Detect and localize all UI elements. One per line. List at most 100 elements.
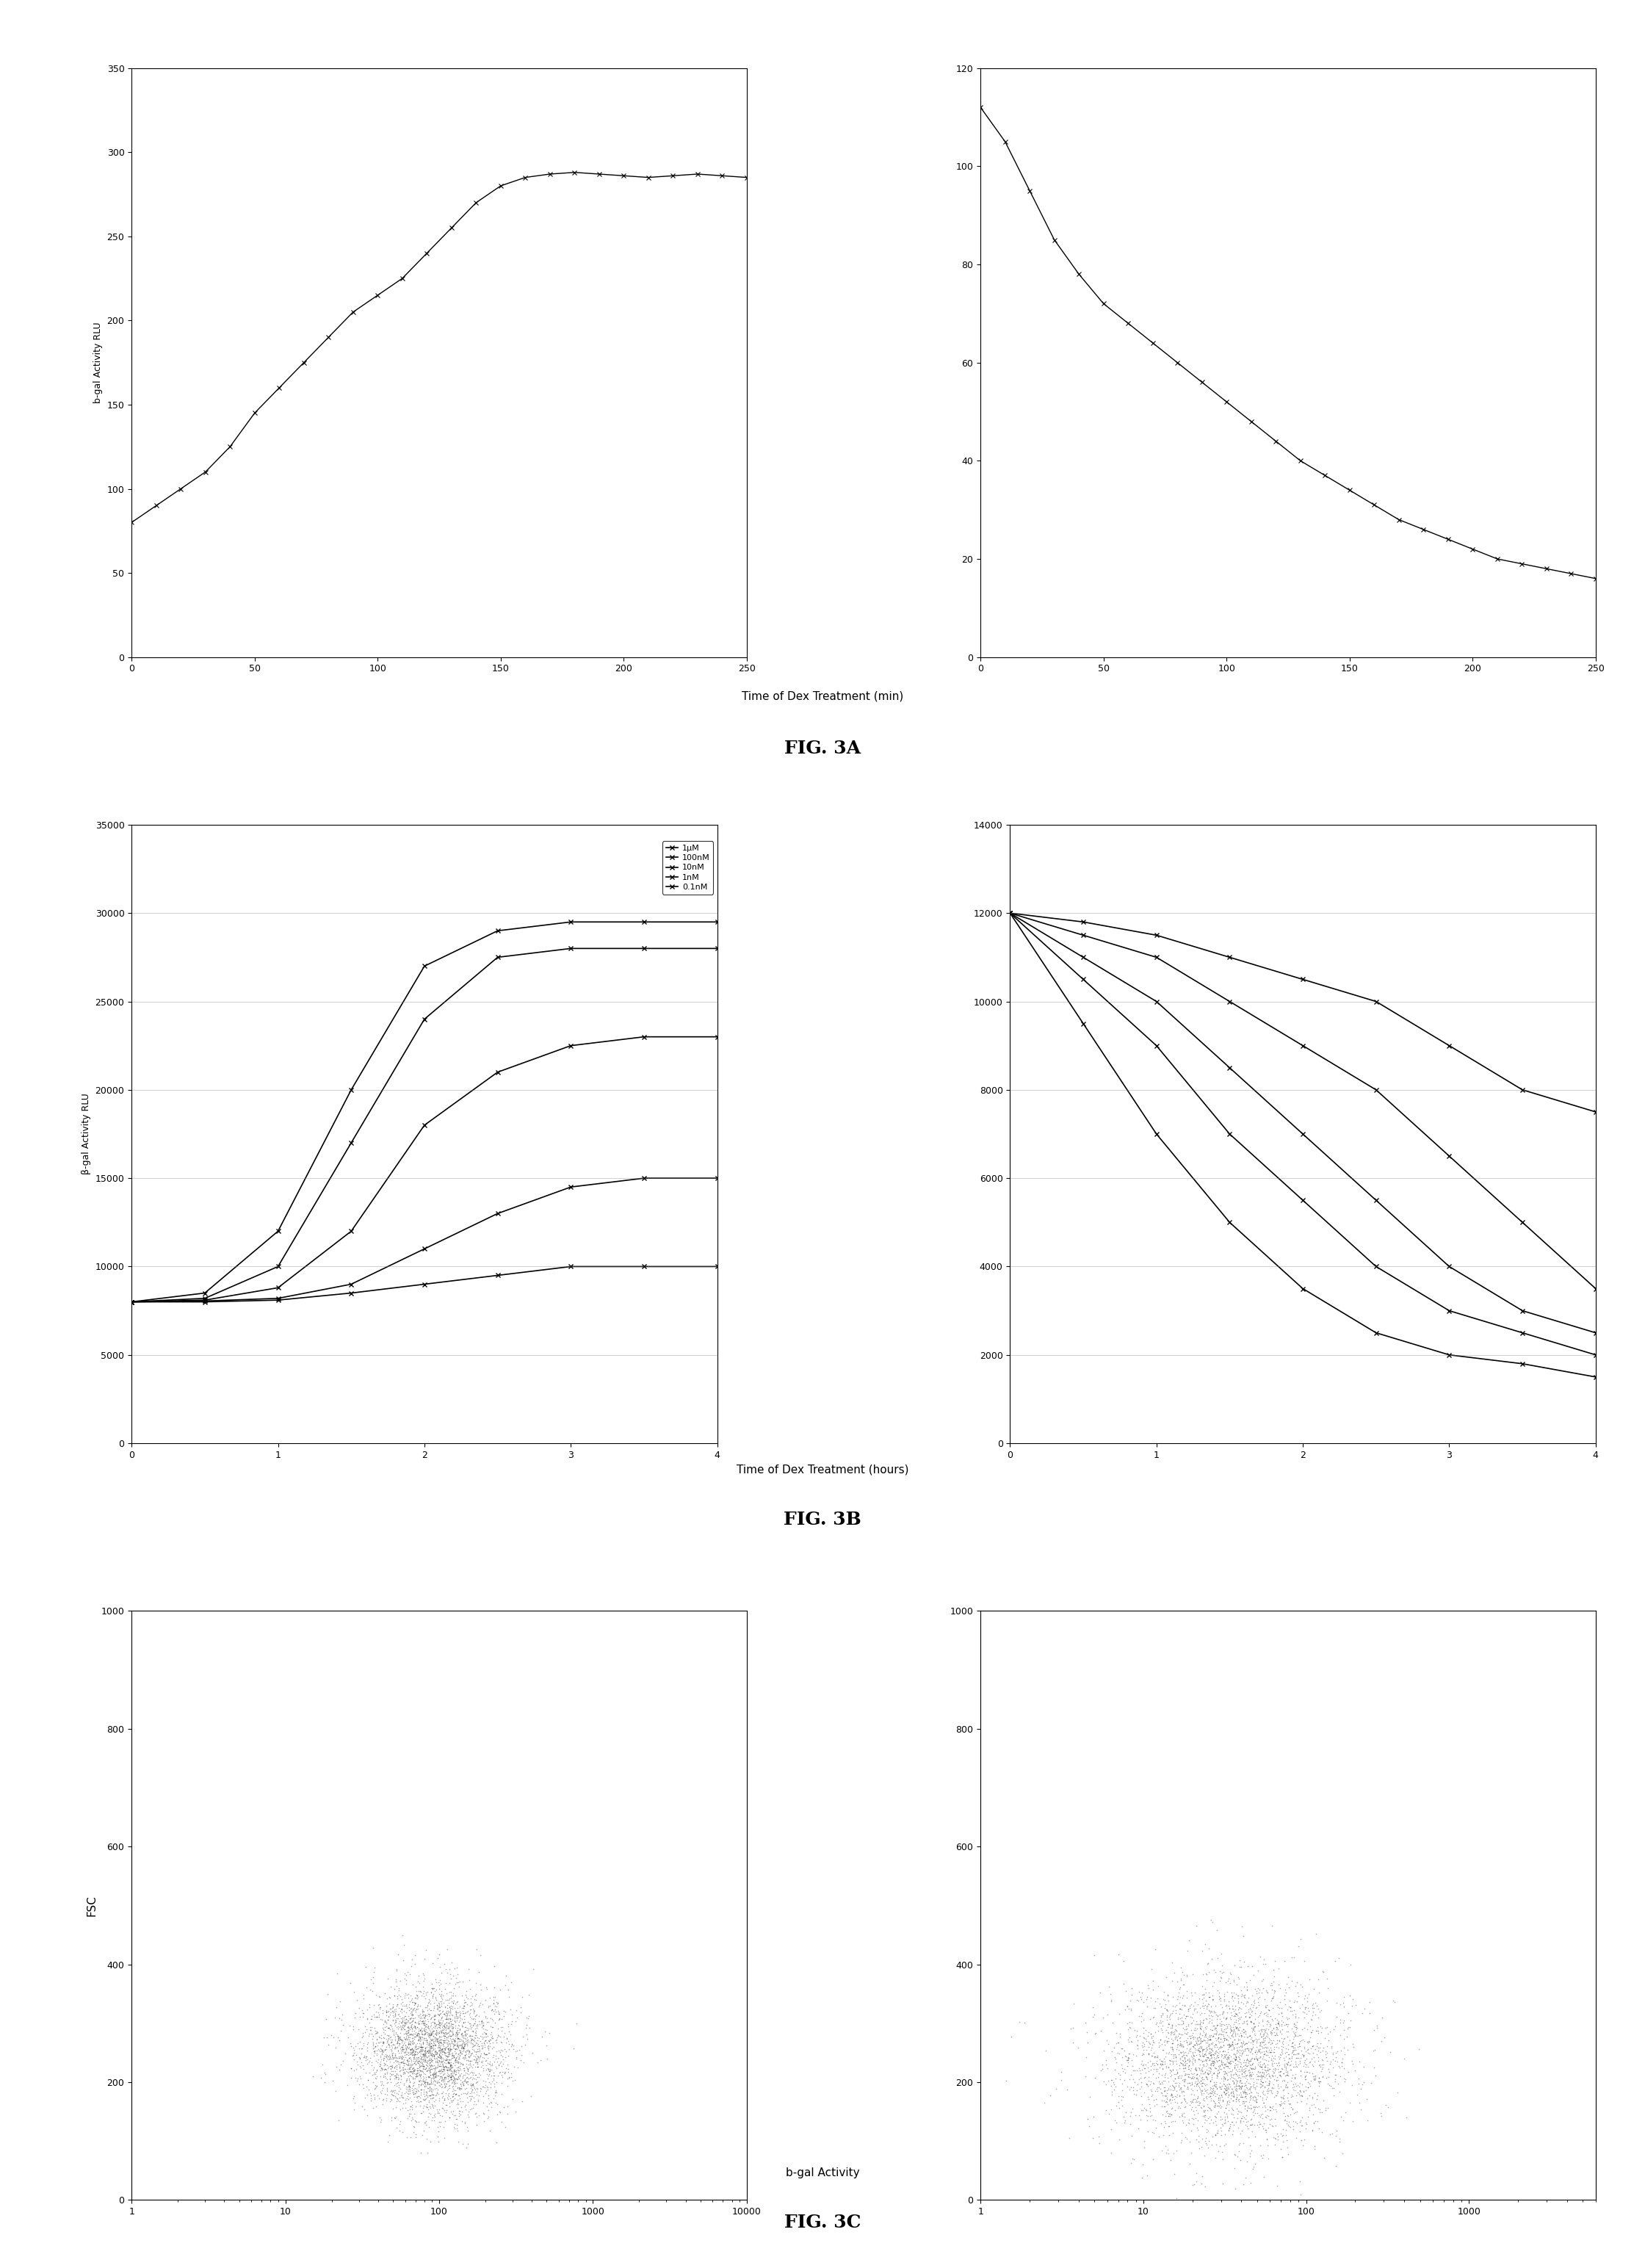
Point (400, 2071, 426, 2107)
Point (1145, 1969, 1171, 2005)
Point (498, 2003, 525, 2039)
Point (383, 2041, 410, 2077)
Point (1244, 2041, 1270, 2077)
Point (474, 2019, 500, 2055)
Point (1212, 2098, 1239, 2134)
1μM (1439, 1340, 1459, 1368)
1nM (1293, 1032, 1313, 1059)
Point (1237, 2003, 1263, 2039)
Point (1283, 2012, 1309, 2048)
Point (426, 2005, 452, 2041)
Point (479, 2053, 505, 2089)
Point (1237, 1989, 1263, 2025)
Point (1222, 2170, 1249, 2207)
Point (1326, 1939, 1352, 1975)
Point (1255, 2068, 1281, 2105)
Point (375, 1960, 401, 1996)
Point (405, 2053, 431, 2089)
Point (431, 2066, 457, 2102)
Point (439, 2068, 466, 2105)
Point (474, 2050, 500, 2087)
Point (1140, 1962, 1166, 1998)
Point (431, 1971, 457, 2007)
Point (1186, 2041, 1212, 2077)
Point (464, 1996, 490, 2032)
Point (1226, 2059, 1252, 2096)
Point (1160, 2025, 1186, 2062)
Point (1150, 2041, 1176, 2077)
Point (426, 2003, 452, 2039)
Point (429, 2030, 456, 2066)
Point (423, 1980, 449, 2016)
Point (439, 2057, 466, 2093)
Point (1247, 2062, 1273, 2098)
Point (1240, 2005, 1267, 2041)
Point (406, 2048, 433, 2084)
Point (1206, 2048, 1232, 2084)
Point (1237, 2025, 1263, 2062)
Point (411, 2048, 438, 2084)
Point (378, 2100, 405, 2136)
Point (426, 2032, 452, 2068)
Point (1048, 2055, 1074, 2091)
Point (1163, 2055, 1189, 2091)
Point (1244, 1973, 1270, 2009)
Point (431, 2014, 457, 2050)
Point (1268, 1989, 1295, 2025)
Point (1179, 2084, 1206, 2121)
Point (413, 1980, 439, 2016)
Point (1175, 1991, 1201, 2028)
Point (418, 2066, 444, 2102)
Point (421, 2009, 447, 2046)
Point (1221, 1994, 1247, 2030)
Point (393, 2062, 419, 2098)
Point (456, 2021, 482, 2057)
Point (423, 2039, 449, 2075)
Point (1186, 2025, 1212, 2062)
Point (423, 2014, 449, 2050)
Point (419, 2021, 446, 2057)
Point (441, 2037, 467, 2073)
Point (428, 1984, 454, 2021)
Point (1296, 2091, 1323, 2127)
Point (428, 2034, 454, 2071)
Point (1226, 2030, 1252, 2066)
1μM (1512, 1349, 1531, 1377)
Point (1189, 2012, 1216, 2048)
Point (464, 2073, 490, 2109)
Point (1202, 2141, 1229, 2177)
Point (365, 2043, 392, 2080)
Point (444, 2123, 470, 2159)
Point (1130, 1984, 1156, 2021)
Point (439, 1991, 466, 2028)
Point (1304, 2091, 1331, 2127)
Point (392, 2005, 418, 2041)
Point (1191, 2037, 1217, 2073)
Point (424, 2043, 451, 2080)
Point (436, 2046, 462, 2082)
Point (1166, 2000, 1193, 2037)
Point (428, 2034, 454, 2071)
Point (1176, 2032, 1202, 2068)
Point (446, 2028, 472, 2064)
Point (426, 1966, 452, 2003)
Point (410, 2037, 436, 2073)
Point (1260, 2055, 1286, 2091)
Point (406, 2057, 433, 2093)
Point (1222, 2016, 1249, 2053)
Point (1178, 2084, 1204, 2121)
Point (461, 1996, 487, 2032)
Point (1306, 2109, 1332, 2146)
Point (433, 2000, 459, 2037)
Point (1235, 1980, 1262, 2016)
Point (393, 1989, 419, 2025)
Point (396, 2055, 423, 2091)
Point (426, 2021, 452, 2057)
Point (431, 2009, 457, 2046)
Point (1166, 2064, 1193, 2100)
Point (1324, 2043, 1351, 2080)
Point (419, 2023, 446, 2059)
Point (395, 2003, 421, 2039)
Point (401, 2046, 428, 2082)
Point (1168, 2025, 1194, 2062)
